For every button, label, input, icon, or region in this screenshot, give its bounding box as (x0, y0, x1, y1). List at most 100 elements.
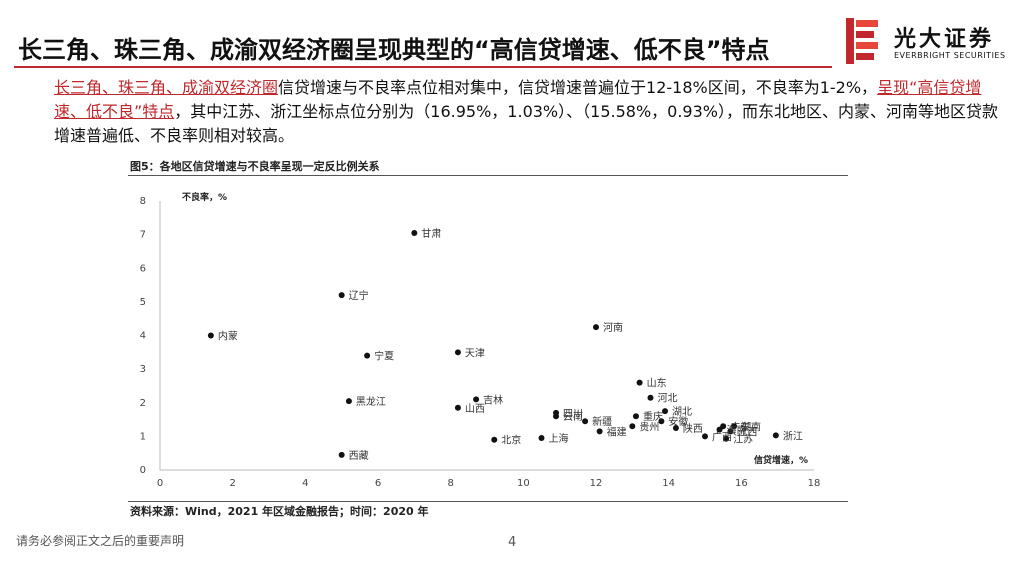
data-point-label: 西藏 (349, 450, 369, 462)
data-point-label: 安徽 (668, 415, 688, 428)
data-point-label: 广东 (730, 420, 750, 433)
logo-text-cn: 光大证券 (894, 27, 995, 52)
data-point-label: 内蒙 (218, 330, 238, 343)
data-point-label: 辽宁 (349, 289, 369, 302)
data-point (632, 413, 639, 420)
logo-text-en: EVERBRIGHT SECURITIES (894, 51, 1006, 60)
data-point (454, 349, 461, 356)
data-point-label: 江西 (737, 426, 757, 438)
x-tick-label: 8 (447, 478, 453, 489)
x-tick-label: 2 (229, 478, 235, 489)
y-tick-label: 0 (140, 465, 146, 476)
data-point (338, 451, 345, 458)
x-tick-label: 18 (808, 478, 821, 489)
y-tick-label: 2 (140, 398, 146, 409)
data-point (411, 229, 418, 236)
data-point (647, 394, 654, 401)
data-point-label: 四川 (563, 409, 583, 420)
data-point (473, 396, 480, 403)
data-point (636, 379, 643, 386)
data-point-label: 陕西 (683, 422, 703, 435)
figure-source: 资料来源：Wind，2021 年区域金融报告；时间：2020 年 (130, 505, 429, 518)
data-point-label: 湖南 (741, 420, 761, 433)
x-tick-label: 16 (735, 478, 748, 489)
data-point-label: 黑龙江 (356, 395, 386, 408)
data-point (727, 428, 734, 435)
figure-top-rule (128, 175, 848, 176)
data-point (662, 408, 669, 415)
data-point-label: 重庆 (643, 410, 663, 423)
data-point-label: 北京 (501, 434, 521, 447)
data-point-label: 云南 (563, 410, 583, 423)
data-point-label: 河北 (658, 393, 678, 405)
x-tick-label: 14 (662, 478, 675, 489)
data-point (702, 433, 708, 440)
summary-paragraph: 长三角、珠三角、成渝双经济圈信贷增速与不良率点位相对集中，信贷增速普遍位于12-… (54, 76, 1004, 148)
x-tick-label: 12 (590, 478, 603, 489)
disclaimer-text: 请务必参阅正文之后的重要声明 (16, 534, 185, 548)
paragraph-text-1: 信贷增速与不良率点位相对集中，信贷增速普遍位于12-18%区间，不良率为1-2%… (278, 78, 878, 97)
x-tick-label: 4 (302, 478, 308, 489)
highlight-feature: 呈现“高信贷增速、低不良”特点 (54, 78, 982, 121)
data-point (720, 423, 727, 430)
data-point (364, 352, 371, 359)
everbright-logo: 光大证券 EVERBRIGHT SECURITIES (846, 18, 1016, 64)
source-rule (128, 501, 848, 502)
data-point (731, 423, 738, 430)
chart-axes (159, 201, 814, 471)
data-point (658, 418, 665, 425)
y-tick-label: 3 (140, 364, 146, 375)
page-number: 4 (508, 535, 517, 550)
x-tick-label: 6 (375, 478, 381, 489)
y-tick-label: 7 (140, 230, 146, 241)
highlight-regions: 长三角、珠三角、成渝双经济圈 (54, 78, 279, 97)
page-title: 长三角、珠三角、成渝双经济圈呈现典型的“高信贷增速、低不良”特点 (18, 36, 770, 64)
data-point-label: 福建 (607, 425, 627, 438)
data-point-label: 甘肃 (421, 227, 441, 240)
y-tick-label: 5 (140, 297, 146, 308)
data-point (582, 418, 589, 425)
data-point (338, 292, 345, 299)
figure-title: 图5：各地区信贷增速与不良率呈现一定反比例关系 (130, 160, 380, 173)
title-divider (14, 66, 832, 68)
data-point (491, 436, 498, 443)
data-point-label: 贵州 (639, 420, 659, 433)
data-point (723, 435, 730, 442)
data-point-label: 海南 (727, 424, 747, 437)
y-tick-label: 4 (140, 331, 146, 342)
data-point (593, 324, 599, 331)
data-point-label: 浙江 (783, 430, 803, 442)
data-point-label: 山西 (465, 403, 485, 415)
data-point (629, 423, 636, 430)
data-point (672, 424, 679, 431)
data-point (454, 404, 461, 411)
data-point-label: 吉林 (483, 393, 503, 406)
y-tick-label: 1 (140, 431, 146, 442)
data-point-label: 河南 (603, 321, 623, 334)
data-point (538, 435, 545, 442)
data-point (772, 432, 779, 439)
data-point-label: 天津 (465, 347, 485, 359)
y-tick-label: 8 (140, 196, 146, 207)
y-tick-label: 6 (140, 263, 146, 274)
data-point-label: 上海 (549, 432, 569, 445)
data-point (207, 332, 214, 339)
x-tick-label: 10 (517, 478, 530, 489)
y-axis-title: 不良率，% (182, 191, 227, 203)
x-tick-label: 0 (157, 478, 163, 489)
paragraph-text-2: ，其中江苏、浙江坐标点位分别为（16.95%，1.03%）、（15.58%，0.… (54, 102, 998, 145)
data-point-label: 湖北 (672, 406, 692, 418)
data-point-label: 广西 (712, 431, 732, 443)
data-point (345, 398, 352, 405)
data-point (553, 413, 560, 420)
data-point-label: 山东 (647, 377, 667, 390)
x-axis-title: 信贷增速，% (754, 454, 808, 466)
data-point (596, 428, 603, 435)
data-point-label: 江苏 (733, 433, 753, 446)
everbright-logo-icon (846, 18, 878, 64)
chart-points (207, 229, 779, 458)
data-point-label: 宁夏 (374, 350, 394, 363)
data-point-label: 新疆 (592, 415, 612, 428)
